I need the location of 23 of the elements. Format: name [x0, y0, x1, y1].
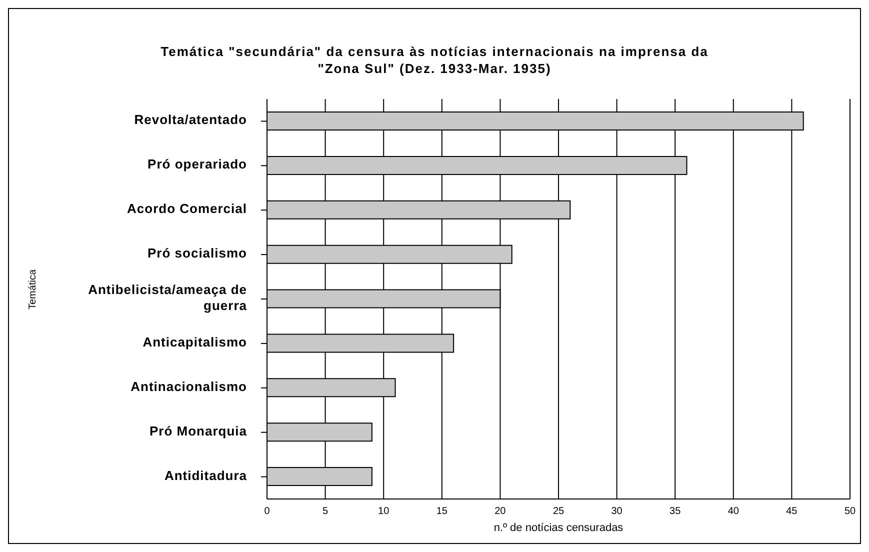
x-tick-label: 30 — [611, 506, 623, 518]
x-tick-label: 45 — [786, 506, 798, 518]
chart-title: Temática "secundária" da censura às notícias internacionais na imprensa da "Zona Sul" (Dez. 1933-Mar. 1935) — [160, 43, 710, 77]
y-tick-label: Pró Monarquia — [149, 424, 248, 439]
x-tick-label: 35 — [670, 506, 682, 518]
x-tick-label: 15 — [436, 506, 448, 518]
x-axis-title: n.º de notícias censuradas — [494, 522, 624, 534]
x-tick-label: 20 — [494, 506, 506, 518]
x-tick-label: 10 — [378, 506, 390, 518]
x-tick-label: 25 — [552, 506, 564, 518]
y-axis-title: Temática — [28, 268, 39, 310]
y-tick-label: Antiditadura — [164, 468, 248, 484]
y-tick-label: Pró operariado — [148, 157, 247, 172]
y-tick-label: Anticapitalismo — [142, 334, 247, 350]
y-tick-label: Revolta/atentado — [134, 112, 247, 128]
x-tick-label: 50 — [844, 506, 856, 518]
x-tick-label: 0 — [264, 506, 270, 518]
x-tick-label: 5 — [322, 506, 329, 518]
x-tick-label: 40 — [728, 506, 740, 518]
y-tick-label: Acordo Comercial — [127, 202, 247, 217]
y-tick-label: Antibelicista/ameaça de guerra — [88, 282, 248, 314]
y-tick-label: Antinacionalismo — [130, 379, 247, 394]
y-tick-label: Pró socialismo — [148, 246, 247, 261]
